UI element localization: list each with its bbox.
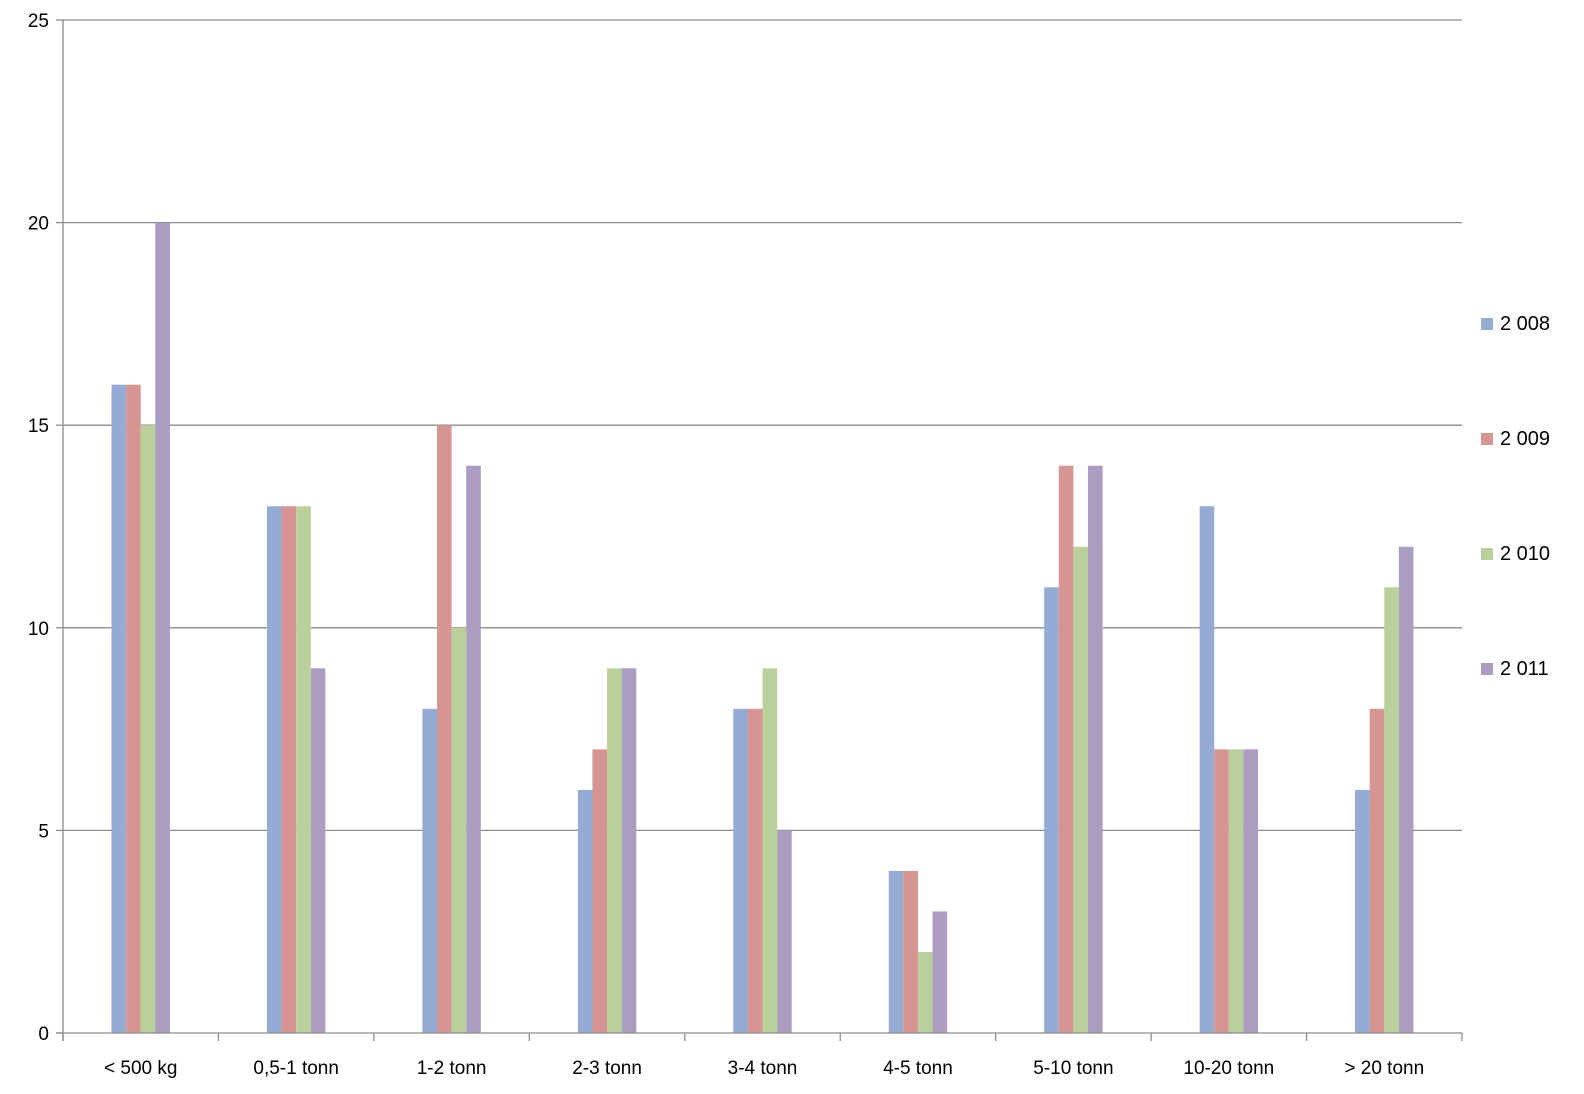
- legend-label: 2 011: [1500, 658, 1549, 680]
- bar: [1243, 749, 1259, 1033]
- bar: [111, 384, 127, 1033]
- bar: [1087, 465, 1103, 1034]
- bar: [1398, 546, 1414, 1033]
- bar: [437, 425, 452, 1033]
- bar: [621, 668, 637, 1033]
- x-axis-ticks: < 500 kg 0,5-1 tonn 1-2 tonn 2-3 tonn 3-4 to…: [62, 1033, 1463, 1079]
- bars: [111, 222, 1414, 1034]
- x-tick-label: 5-10 tonn: [1033, 1058, 1113, 1079]
- bar: [592, 749, 608, 1033]
- bar: [266, 506, 282, 1033]
- legend: 2 008 2 009 2 010 2 011: [1481, 313, 1550, 680]
- bar: [126, 384, 141, 1033]
- bar: [310, 668, 326, 1033]
- bar: [155, 222, 170, 1034]
- legend-label: 2 008: [1500, 313, 1550, 335]
- y-tick-label: 5: [38, 821, 49, 842]
- y-tick-label: 0: [38, 1024, 49, 1045]
- x-tick-label: 3-4 tonn: [728, 1058, 798, 1079]
- bar: [1073, 546, 1088, 1033]
- x-tick-label: 2-3 tonn: [572, 1058, 642, 1079]
- bar: [140, 425, 156, 1033]
- axes: [56, 20, 1462, 1041]
- bar: [903, 870, 918, 1033]
- legend-label: 2 009: [1500, 428, 1550, 450]
- y-tick-label: 10: [28, 619, 49, 640]
- legend-swatch: [1481, 663, 1493, 675]
- x-tick-label: > 20 tonn: [1344, 1058, 1424, 1079]
- x-tick-label: < 500 kg: [104, 1058, 177, 1079]
- x-tick-label: 10-20 tonn: [1183, 1058, 1274, 1079]
- bar: [733, 708, 748, 1033]
- y-tick-label: 20: [28, 214, 49, 235]
- bar: [451, 627, 467, 1033]
- legend-label: 2 010: [1500, 543, 1550, 565]
- y-tick-label: 25: [28, 11, 49, 32]
- bar: [917, 951, 933, 1033]
- legend-swatch: [1481, 548, 1493, 560]
- bar: [747, 708, 763, 1033]
- bar: [1044, 587, 1059, 1033]
- bar: [932, 911, 948, 1033]
- legend-swatch: [1481, 433, 1493, 445]
- bar: [1355, 789, 1370, 1033]
- bar: [577, 789, 593, 1033]
- x-tick-label: 0,5-1 tonn: [253, 1058, 339, 1079]
- bar: [281, 506, 297, 1033]
- bar: [762, 668, 778, 1033]
- bar: [1369, 708, 1385, 1033]
- bar: [1199, 506, 1215, 1033]
- bar: [422, 708, 438, 1033]
- bar: [1384, 587, 1399, 1033]
- bar: [777, 830, 792, 1033]
- bar: [888, 870, 904, 1033]
- bar: [1058, 465, 1074, 1034]
- bar: [296, 506, 311, 1033]
- y-tick-label: 15: [28, 416, 49, 437]
- bar: [466, 465, 481, 1034]
- x-tick-label: 4-5 tonn: [883, 1058, 953, 1079]
- legend-swatch: [1481, 318, 1493, 330]
- bar: [1228, 749, 1244, 1033]
- bar: [607, 668, 622, 1033]
- x-tick-label: 1-2 tonn: [417, 1058, 487, 1079]
- y-axis-ticks: 0 5 10 15 20 25: [28, 11, 63, 1045]
- bar: [1214, 749, 1229, 1033]
